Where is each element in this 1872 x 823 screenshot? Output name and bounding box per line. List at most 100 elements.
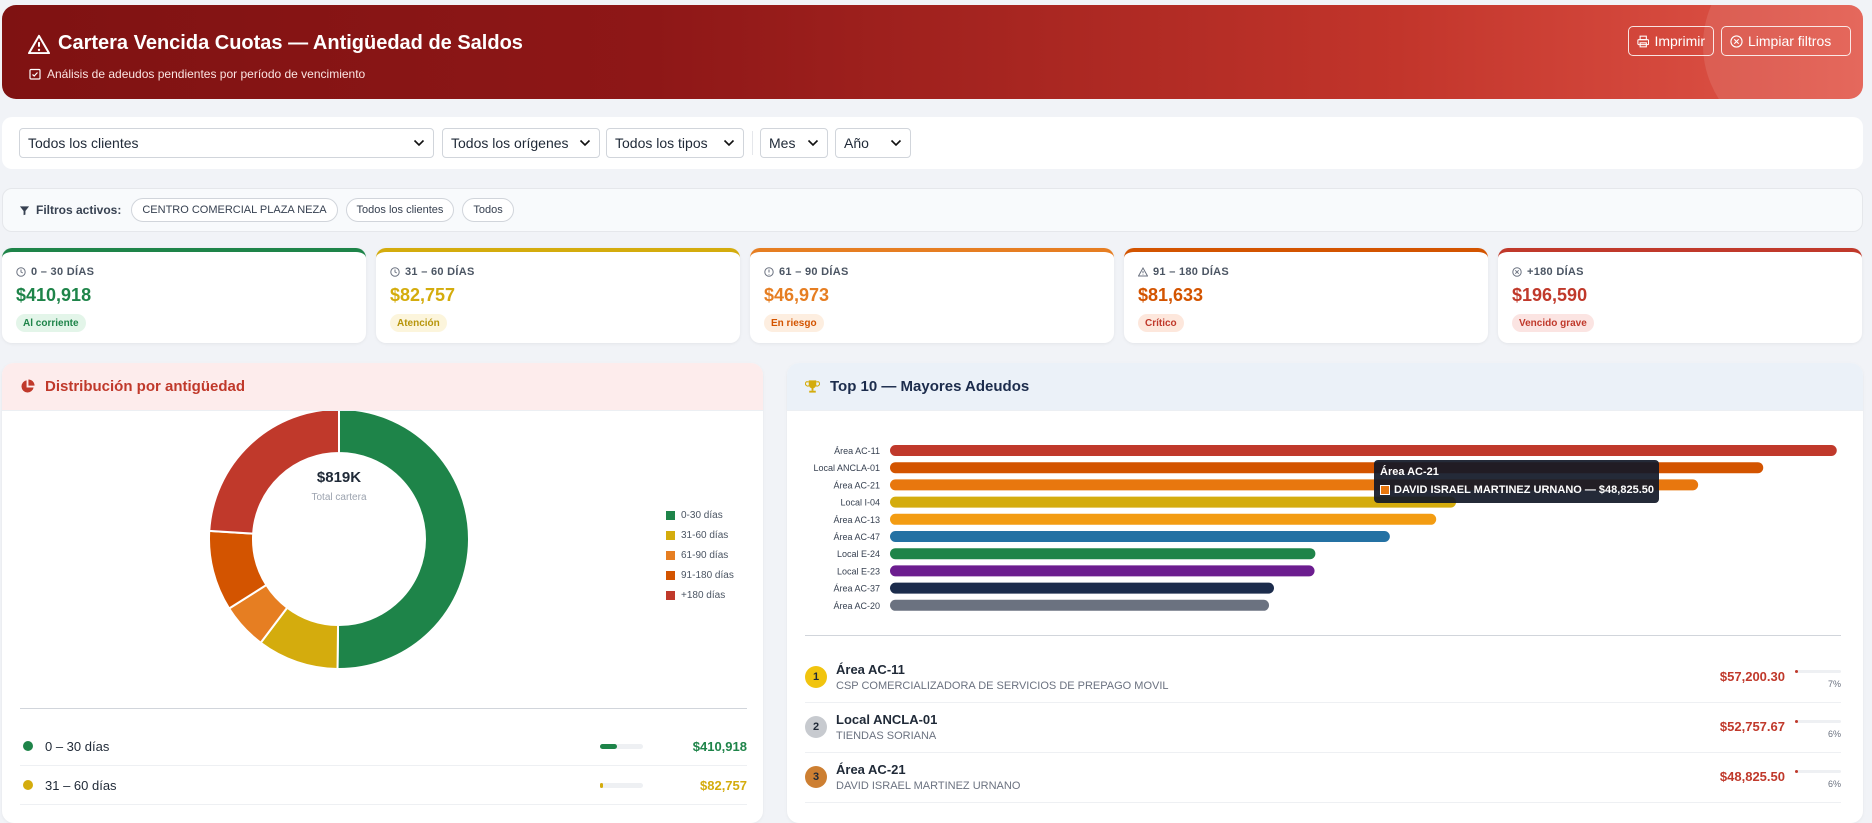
printer-icon — [1637, 35, 1650, 47]
bar-1[interactable] — [890, 445, 1837, 456]
bar-category-label: Área AC-13 — [833, 515, 880, 525]
tooltip-text: DAVID ISRAEL MARTINEZ URNANO — $48,825.5… — [1394, 484, 1654, 496]
filter-chip[interactable]: Todos — [462, 198, 514, 222]
filter-bar: Todos los clientes Todos los orígenes To… — [2, 117, 1863, 169]
share-bar-fill — [1795, 670, 1798, 673]
top10-panel-header: Top 10 — Mayores Adeudos — [787, 363, 1863, 411]
bar-5[interactable] — [890, 513, 1437, 525]
client-select[interactable]: Todos los clientes — [19, 128, 434, 158]
kpi-value: $82,757 — [390, 285, 456, 305]
bar-category-label: Local E-23 — [837, 566, 880, 576]
kpi-value: $46,973 — [764, 285, 830, 305]
bar-category-label: Local E-24 — [837, 549, 880, 559]
share-percent: 6% — [1827, 729, 1841, 739]
legend-swatch — [666, 530, 675, 540]
row-bar — [600, 743, 643, 749]
bar-6[interactable] — [890, 531, 1390, 542]
top10-list-item[interactable]: 1 Área AC-11 CSP COMERCIALIZADORA DE SER… — [805, 653, 1841, 703]
divider — [805, 635, 1841, 636]
warning-icon — [1138, 267, 1148, 277]
kpi-value: $81,633 — [1138, 285, 1204, 305]
month-select[interactable]: Mes — [760, 128, 828, 158]
active-filters-label: Filtros activos: — [19, 203, 121, 217]
bar-4[interactable] — [890, 496, 1457, 508]
kpi-label-text: 61 – 90 DÍAS — [779, 266, 849, 278]
month-select-value: Mes — [769, 135, 796, 151]
filter-chip[interactable]: Todos los clientes — [345, 198, 455, 222]
bar-8[interactable] — [890, 565, 1315, 577]
clock-icon — [16, 267, 26, 277]
kpi-label-text: 91 – 180 DÍAS — [1153, 266, 1230, 278]
type-select[interactable]: Todos los tipos — [606, 128, 744, 158]
status-badge: En riesgo — [764, 314, 824, 332]
share-bar — [1795, 720, 1841, 723]
row-bar-fill — [600, 743, 617, 749]
row-amount: $82,757 — [700, 777, 747, 793]
donut-center-value: $819K — [317, 469, 361, 486]
client-select-value: Todos los clientes — [28, 135, 139, 151]
distribution-panel-header: Distribución por antigüedad — [2, 363, 763, 411]
bar-category-label: Área AC-37 — [833, 584, 880, 594]
bar-category-label: Local I-04 — [840, 498, 880, 508]
type-select-value: Todos los tipos — [615, 135, 708, 151]
legend-item: 31-60 días — [666, 525, 734, 545]
share-bar — [1795, 670, 1841, 673]
close-circle-icon — [1512, 267, 1522, 277]
top10-title: Top 10 — Mayores Adeudos — [830, 378, 1030, 395]
bar-category-label: Área AC-20 — [833, 601, 880, 611]
close-circle-icon — [1730, 34, 1743, 48]
status-badge: Atención — [390, 314, 447, 332]
chevron-down-icon — [413, 139, 425, 147]
rank-badge: 2 — [805, 716, 827, 738]
calendar-check-icon — [29, 68, 41, 80]
page-title: Cartera Vencida Cuotas — Antigüedad de S… — [28, 32, 523, 55]
debt-amount: $57,200.30 — [1719, 669, 1785, 684]
legend-label: 0-30 días — [681, 509, 723, 521]
legend-label: +180 días — [681, 589, 726, 601]
row-bar — [600, 782, 643, 788]
share-percent: 7% — [1827, 679, 1841, 689]
kpi-card-0-30: 0 – 30 DÍAS $410,918 Al corriente — [2, 248, 366, 343]
active-filters-bar: Filtros activos: CENTRO COMERCIAL PLAZA … — [2, 188, 1863, 232]
kpi-label: 31 – 60 DÍAS — [390, 266, 475, 278]
chart-tooltip: Área AC-21 DAVID ISRAEL MARTINEZ URNANO … — [1374, 460, 1659, 503]
bar-10[interactable] — [890, 599, 1270, 611]
legend-item: 61-90 días — [666, 545, 734, 565]
chevron-down-icon — [579, 139, 591, 147]
top10-list-item[interactable]: 2 Local ANCLA-01 TIENDAS SORIANA $52,757… — [805, 703, 1841, 753]
clear-filters-button[interactable]: Limpiar filtros — [1721, 26, 1851, 56]
debt-amount: $52,757.67 — [1719, 719, 1785, 734]
client-name: CSP COMERCIALIZADORA DE SERVICIOS DE PRE… — [836, 680, 1169, 692]
status-badge: Crítico — [1138, 314, 1184, 332]
legend-swatch — [666, 590, 675, 600]
year-select[interactable]: Año — [835, 128, 911, 158]
distribution-row: 0 – 30 días $410,918 — [20, 727, 747, 766]
active-filters-label-text: Filtros activos: — [36, 203, 122, 217]
warning-icon — [28, 34, 50, 54]
bar-7[interactable] — [890, 548, 1316, 560]
chevron-down-icon — [807, 139, 819, 147]
row-name: 31 – 60 días — [45, 777, 117, 793]
kpi-card-91-180: 91 – 180 DÍAS $81,633 Crítico — [1124, 248, 1488, 343]
donut-slice-1[interactable] — [336, 411, 470, 670]
kpi-value: $410,918 — [16, 285, 92, 305]
legend-item: 0-30 días — [666, 505, 734, 525]
donut-legend: 0-30 días 31-60 días 61-90 días 91-180 d… — [666, 505, 734, 605]
share-bar-fill — [1795, 720, 1798, 723]
origin-select[interactable]: Todos los orígenes — [442, 128, 600, 158]
top10-list-item[interactable]: 3 Área AC-21 DAVID ISRAEL MARTINEZ URNAN… — [805, 753, 1841, 803]
bar-category-label: Área AC-47 — [833, 532, 880, 542]
legend-label: 61-90 días — [681, 549, 729, 561]
print-button[interactable]: Imprimir — [1628, 26, 1714, 56]
bar-9[interactable] — [890, 582, 1274, 594]
pie-chart-icon — [21, 379, 35, 393]
status-badge: Vencido grave — [1512, 314, 1594, 332]
tooltip-swatch — [1380, 485, 1390, 495]
tooltip-title: Área AC-21 — [1380, 466, 1439, 478]
rank-badge: 3 — [805, 766, 827, 788]
client-name: DAVID ISRAEL MARTINEZ URNANO — [836, 780, 1021, 792]
share-bar-fill — [1795, 770, 1798, 773]
filter-chip[interactable]: CENTRO COMERCIAL PLAZA NEZA — [131, 198, 338, 222]
top10-panel: Top 10 — Mayores Adeudos Área AC-11 Local… — [787, 363, 1863, 823]
donut-slice-5[interactable] — [208, 411, 340, 535]
